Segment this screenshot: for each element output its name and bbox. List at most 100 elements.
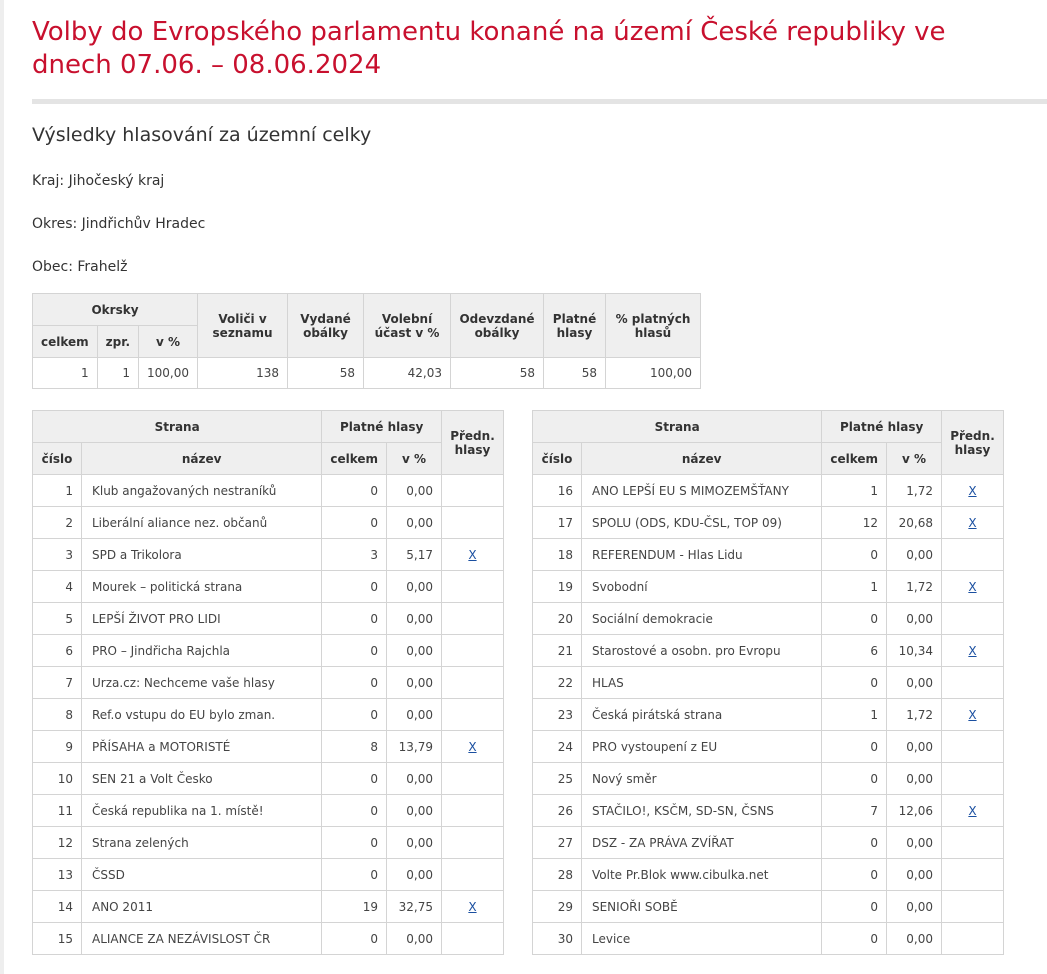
party-votes: 0 [821,538,887,571]
party-number: 2 [32,506,82,539]
party-percent: 1,72 [886,570,942,603]
party-name: ALIANCE ZA NEZÁVISLOST ČR [80,922,323,955]
party-number: 25 [532,762,582,795]
party-name: SENIOŘI SOBĚ [580,890,823,923]
party-row: 1 Klub angažovaných nestraníků 0 0,00 [32,474,505,507]
preferential-votes-link[interactable]: X [968,483,977,498]
region-label: Kraj: Jihočeský kraj [32,173,165,189]
party-row: 20 Sociální demokracie 0 0,00 [532,602,1005,635]
party-votes: 0 [321,794,387,827]
party-votes: 0 [821,602,887,635]
party-name: PRO vystoupení z EU [580,730,823,763]
preferential-votes-link[interactable]: X [468,899,477,914]
party-votes: 0 [821,858,887,891]
preferential-votes-link[interactable]: X [968,803,977,818]
party-name: ANO 2011 [80,890,323,923]
preferential-votes-link[interactable]: X [968,515,977,530]
party-number: 16 [532,474,582,507]
party-percent: 1,72 [886,698,942,731]
party-name: HLAS [580,666,823,699]
party-percent: 0,00 [886,666,942,699]
party-percent: 0,00 [386,666,442,699]
party-name: Sociální demokracie [580,602,823,635]
header-ucast: Volební účast v % [363,293,451,358]
party-votes: 0 [321,762,387,795]
party-percent: 0,00 [386,474,442,507]
summary-cell: 1 [96,357,140,389]
party-name: Svobodní [580,570,823,603]
party-percent: 0,00 [886,890,942,923]
party-row: 30 Levice 0 0,00 [532,922,1005,955]
party-percent: 0,00 [386,698,442,731]
party-name: PŘÍSAHA a MOTORISTÉ [80,730,323,763]
party-votes: 3 [321,538,387,571]
party-percent: 0,00 [886,730,942,763]
district-label: Okres: Jindřichův Hradec [32,216,206,232]
party-name: Volte Pr.Blok www.cibulka.net [580,858,823,891]
header-celkem: celkem [32,325,98,358]
party-name: Starostové a osobn. pro Evropu [580,634,823,667]
party-row: 11 Česká republika na 1. místě! 0 0,00 [32,794,505,827]
header-platne: Platné hlasy [543,293,606,358]
party-row: 22 HLAS 0 0,00 [532,666,1005,699]
party-number: 12 [32,826,82,859]
party-votes: 0 [821,922,887,955]
party-number: 13 [32,858,82,891]
party-votes: 0 [821,762,887,795]
header-pct: v % [386,442,442,475]
preferential-votes-link[interactable]: X [968,643,977,658]
party-row: 2 Liberální aliance nez. občanů 0 0,00 [32,506,505,539]
header-nazev: název [80,442,323,475]
page-title: Volby do Evropského parlamentu konané na… [32,17,946,80]
party-number: 4 [32,570,82,603]
party-number: 24 [532,730,582,763]
summary-cell: 100,00 [605,357,701,389]
preferential-votes-link[interactable]: X [968,579,977,594]
party-name: ANO LEPŠÍ EU S MIMOZEMŠŤANY [580,474,823,507]
party-number: 28 [532,858,582,891]
party-number: 19 [532,570,582,603]
party-row: 13 ČSSD 0 0,00 [32,858,505,891]
party-percent: 32,75 [386,890,442,923]
party-votes: 0 [321,922,387,955]
header-predn-hlasy: Předn. hlasy [440,410,505,475]
party-row: 17 SPOLU (ODS, KDU-ČSL, TOP 09) 12 20,68 X [532,506,1005,539]
preferential-votes-link[interactable]: X [968,707,977,722]
party-percent: 0,00 [386,602,442,635]
party-name: Urza.cz: Nechceme vaše hlasy [80,666,323,699]
party-votes: 1 [821,570,887,603]
party-row: 16 ANO LEPŠÍ EU S MIMOZEMŠŤANY 1 1,72 X [532,474,1005,507]
party-number: 18 [532,538,582,571]
header-pct: v % [886,442,942,475]
party-name: SPD a Trikolora [80,538,323,571]
party-number: 20 [532,602,582,635]
party-name: Česká pirátská strana [580,698,823,731]
party-percent: 0,00 [886,858,942,891]
preferential-votes-link[interactable]: X [468,547,477,562]
summary-cell: 1 [32,357,98,389]
party-number: 29 [532,890,582,923]
party-number: 5 [32,602,82,635]
party-percent: 0,00 [886,762,942,795]
party-votes: 0 [321,506,387,539]
party-votes: 19 [321,890,387,923]
party-name: Nový směr [580,762,823,795]
header-strana: Strana [531,410,823,443]
party-votes: 7 [821,794,887,827]
party-name: SEN 21 a Volt Česko [80,762,323,795]
party-name: Strana zelených [80,826,323,859]
header-platne-hlasy: Platné hlasy [821,410,942,443]
party-number: 30 [532,922,582,955]
party-row: 10 SEN 21 a Volt Česko 0 0,00 [32,762,505,795]
section-title: Výsledky hlasování za územní celky [32,124,372,146]
party-percent: 0,00 [386,858,442,891]
header-cislo: číslo [532,442,582,475]
party-votes: 0 [321,666,387,699]
preferential-votes-link[interactable]: X [468,739,477,754]
party-number: 21 [532,634,582,667]
party-number: 9 [32,730,82,763]
party-row: 9 PŘÍSAHA a MOTORISTÉ 8 13,79 X [32,730,505,763]
party-percent: 0,00 [386,794,442,827]
party-number: 10 [32,762,82,795]
party-percent: 0,00 [886,602,942,635]
